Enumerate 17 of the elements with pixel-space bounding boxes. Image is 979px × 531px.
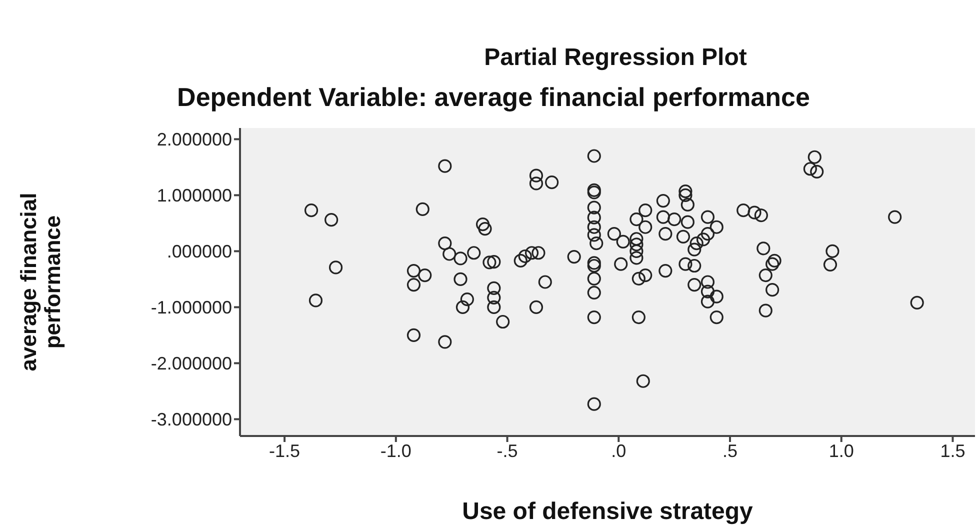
y-tick-label: 1.000000 xyxy=(156,186,232,206)
x-tick-label: 1.5 xyxy=(940,440,966,461)
chart-title: Partial Regression Plot xyxy=(483,44,748,72)
x-tick-label: .0 xyxy=(611,440,626,461)
x-tick-label: -1.5 xyxy=(269,440,300,461)
chart-subtitle: Dependent Variable: average financial performance xyxy=(176,82,811,113)
y-tick-label: -2.000000 xyxy=(150,354,232,374)
x-axis-title: Use of defensive strategy xyxy=(462,498,754,525)
y-axis-title: average financial performance xyxy=(16,192,65,372)
y-tick-label: -3.000000 xyxy=(150,410,232,430)
x-tick-label: -.5 xyxy=(496,440,518,461)
y-tick-label: .000000 xyxy=(166,242,232,262)
x-tick-label: -1.0 xyxy=(380,440,412,461)
x-tick-label: .5 xyxy=(722,440,738,461)
y-tick-label: 2.000000 xyxy=(156,130,232,150)
x-tick-label: 1.0 xyxy=(828,440,854,461)
y-tick-label: -1.000000 xyxy=(150,298,232,318)
